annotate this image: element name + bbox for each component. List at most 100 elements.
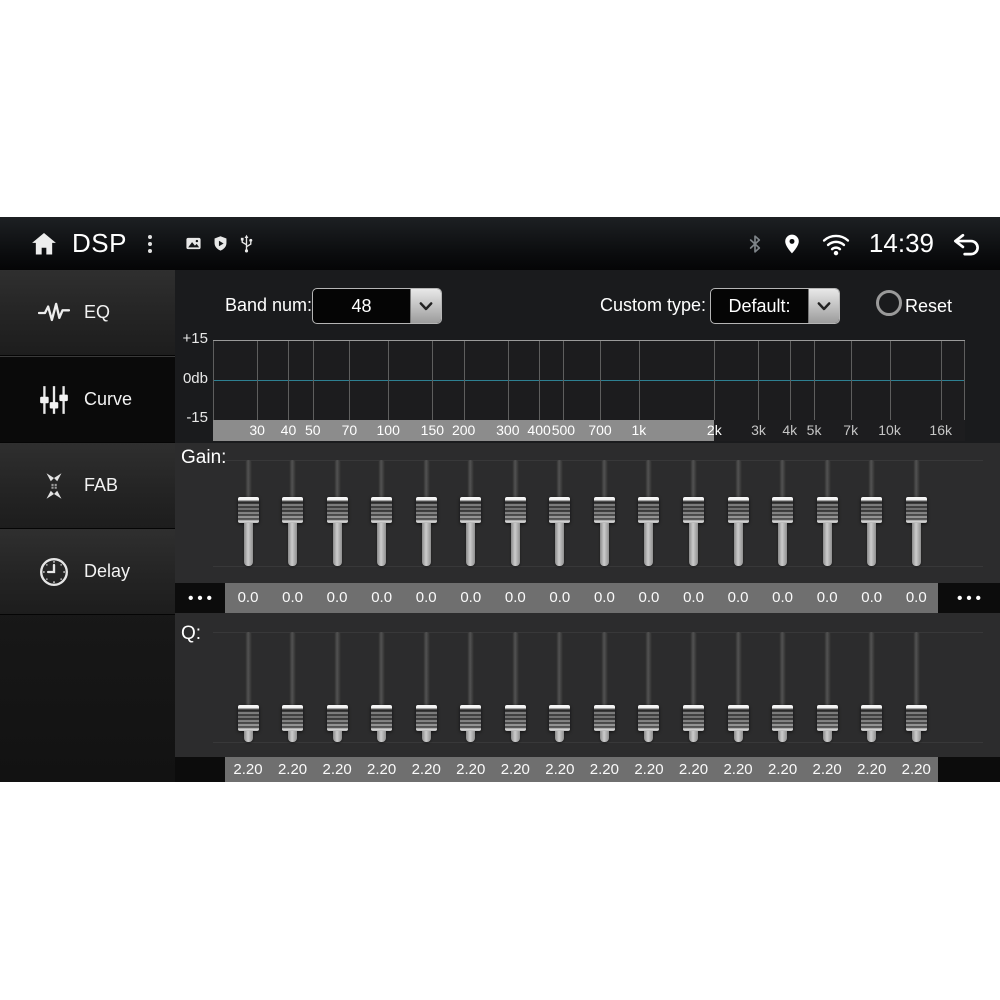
q-slider-5[interactable]: [415, 632, 437, 742]
gain-slider-thumb[interactable]: [504, 497, 526, 523]
q-slider-12[interactable]: [727, 632, 749, 742]
q-slider-thumb[interactable]: [683, 705, 704, 731]
reset-radio[interactable]: [876, 290, 902, 316]
usb-icon: [239, 234, 254, 253]
gain-slider-thumb[interactable]: [237, 497, 259, 523]
band-num-value: 48: [351, 295, 372, 316]
gain-slider-thumb[interactable]: [549, 497, 571, 523]
custom-type-select[interactable]: Default:: [710, 288, 840, 324]
gain-slider-thumb[interactable]: [816, 497, 838, 523]
gain-slider-4[interactable]: [371, 460, 393, 566]
gain-slider-thumb[interactable]: [905, 497, 927, 523]
gain-slider-thumb[interactable]: [326, 497, 348, 523]
q-slider-thumb[interactable]: [282, 705, 304, 731]
gain-slider-14[interactable]: [816, 460, 838, 566]
gain-slider-3[interactable]: [326, 460, 348, 566]
freq-tick-label: 400: [527, 422, 551, 438]
q-slider-15[interactable]: [861, 632, 883, 742]
y-tick-plus15: +15: [182, 330, 208, 347]
gridline: [213, 341, 214, 421]
gain-slider-thumb[interactable]: [415, 497, 437, 523]
q-slider-thumb[interactable]: [326, 705, 348, 731]
frequency-scale-scrollbar[interactable]: 30 40 50 70 100 150 200 300 400 500 700 1k 2k 3k 4k 5k 7…: [213, 420, 965, 441]
gain-slider-thumb[interactable]: [638, 497, 660, 523]
gain-page-right-button[interactable]: •••: [938, 583, 1000, 613]
custom-type-label: Custom type:: [600, 295, 707, 315]
q-slider-thumb[interactable]: [504, 705, 526, 731]
gain-slider-2[interactable]: [282, 460, 304, 566]
freq-tick-label: 300: [496, 422, 520, 438]
overflow-menu-icon[interactable]: [143, 230, 157, 258]
sidebar-item-fab[interactable]: FAB: [0, 443, 175, 529]
gain-slider-13[interactable]: [772, 460, 794, 566]
q-slider-16[interactable]: [905, 632, 927, 742]
q-slider-7[interactable]: [504, 632, 526, 742]
gain-slider-thumb[interactable]: [371, 497, 393, 523]
q-slider-thumb[interactable]: [415, 705, 437, 731]
reset-label[interactable]: Reset: [905, 296, 953, 316]
y-tick-minus15: -15: [186, 409, 208, 426]
sidebar-item-delay[interactable]: Delay: [0, 529, 175, 615]
gain-slider-11[interactable]: [683, 460, 705, 566]
chevron-down-icon[interactable]: [410, 289, 441, 323]
q-slider-thumb[interactable]: [237, 705, 259, 731]
gain-label: Gain:: [181, 447, 227, 468]
q-slider-thumb[interactable]: [593, 705, 615, 731]
sidebar-item-label: Delay: [84, 561, 131, 581]
gain-slider-16[interactable]: [905, 460, 927, 566]
q-slider-thumb[interactable]: [371, 705, 393, 731]
gain-slider-thumb[interactable]: [683, 497, 704, 523]
gain-slider-9[interactable]: [593, 460, 615, 566]
gridline: [257, 341, 258, 421]
band-num-select[interactable]: 48: [312, 288, 442, 324]
gain-slider-5[interactable]: [415, 460, 437, 566]
q-row-right-spacer: [938, 757, 1000, 782]
q-slider-6[interactable]: [460, 632, 482, 742]
q-slider-thumb[interactable]: [727, 705, 749, 731]
q-slider-14[interactable]: [816, 632, 838, 742]
gain-slider-6[interactable]: [460, 460, 482, 566]
q-slider-9[interactable]: [593, 632, 615, 742]
home-icon[interactable]: [30, 230, 58, 258]
fader-balance-icon: [38, 470, 70, 502]
q-slider-2[interactable]: [282, 632, 304, 742]
freq-tick-label: 50: [304, 422, 321, 438]
gain-slider-thumb[interactable]: [772, 497, 794, 523]
gain-slider-thumb[interactable]: [282, 497, 304, 523]
q-slider-thumb[interactable]: [460, 705, 482, 731]
q-slider-8[interactable]: [549, 632, 571, 742]
q-slider-4[interactable]: [371, 632, 393, 742]
gain-slider-12[interactable]: [727, 460, 749, 566]
gain-slider-8[interactable]: [549, 460, 571, 566]
gain-slider-thumb[interactable]: [593, 497, 615, 523]
q-slider-thumb[interactable]: [549, 705, 571, 731]
chevron-down-icon[interactable]: [808, 289, 839, 323]
sidebar-item-label: EQ: [84, 302, 111, 322]
sidebar-item-eq[interactable]: EQ: [0, 270, 175, 356]
q-slider-thumb[interactable]: [861, 705, 883, 731]
gain-slider-1[interactable]: [237, 460, 259, 566]
q-slider-thumb[interactable]: [816, 705, 838, 731]
q-slider-3[interactable]: [326, 632, 348, 742]
q-slider-11[interactable]: [683, 632, 705, 742]
gain-page-left-button[interactable]: •••: [175, 583, 225, 613]
freq-tick-label: 200: [451, 422, 476, 438]
q-slider-10[interactable]: [638, 632, 660, 742]
q-slider-thumb[interactable]: [905, 705, 927, 731]
freq-tick-label: 150: [420, 422, 445, 438]
gain-slider-thumb[interactable]: [460, 497, 482, 523]
q-slider-13[interactable]: [772, 632, 794, 742]
sidebar-item-curve[interactable]: Curve: [0, 356, 175, 443]
gain-slider-7[interactable]: [504, 460, 526, 566]
gain-value: 0.0: [549, 589, 571, 606]
q-slider-thumb[interactable]: [772, 705, 794, 731]
gain-slider-10[interactable]: [638, 460, 660, 566]
gain-slider-thumb[interactable]: [861, 497, 883, 523]
gridline: [964, 341, 965, 421]
eq-response-curve: [213, 380, 965, 381]
back-icon[interactable]: [950, 230, 984, 258]
gain-slider-thumb[interactable]: [727, 497, 749, 523]
gain-slider-15[interactable]: [861, 460, 883, 566]
q-slider-1[interactable]: [237, 632, 259, 742]
q-slider-thumb[interactable]: [638, 705, 660, 731]
